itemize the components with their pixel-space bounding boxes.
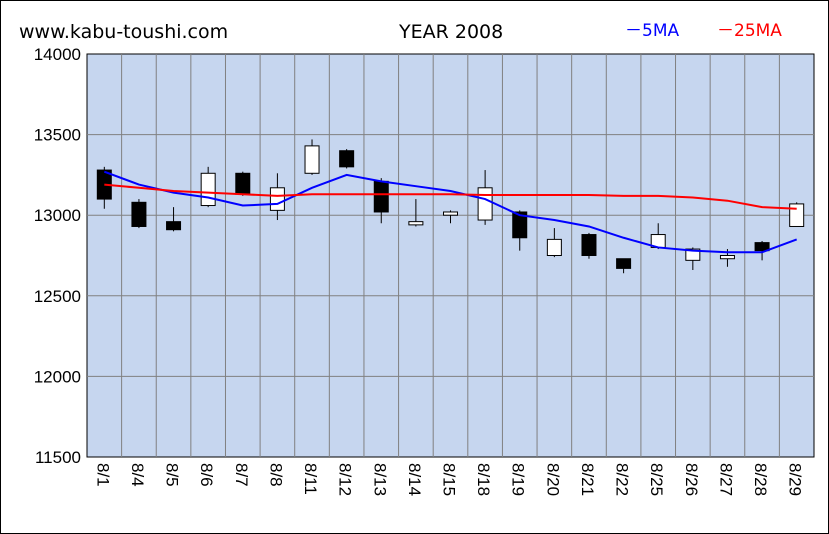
candle-body-down [235, 172, 251, 195]
line-5ma [103, 170, 798, 254]
x-tick-label: 8/22 [613, 463, 632, 496]
site-url: www.kabu-toushi.com [19, 21, 228, 43]
x-tick-label: 8/1 [93, 463, 112, 487]
candle-body-up [789, 203, 805, 227]
chart-title: YEAR 2008 [398, 21, 503, 43]
x-tick-label: 8/25 [647, 463, 666, 496]
x-tick-label: 8/26 [682, 463, 701, 496]
x-tick-label: 8/13 [370, 463, 389, 496]
x-tick-label: 8/7 [232, 463, 251, 487]
candle-body-down [581, 234, 597, 257]
x-tick-label: 8/14 [405, 463, 424, 496]
x-tick-label: 8/20 [543, 463, 562, 496]
x-tick-label: 8/4 [128, 463, 147, 487]
candle [304, 139, 320, 175]
candle-body-down [616, 258, 632, 269]
candle-body-up [200, 172, 216, 207]
y-tick-label: 14000 [34, 45, 81, 64]
candle-body-up [443, 211, 458, 216]
candle-body-down [754, 242, 770, 252]
x-tick-label: 8/15 [440, 463, 459, 496]
x-tick-label: 8/21 [578, 463, 597, 496]
y-axis: 14000 13500 13000 12500 12000 11500 [34, 45, 81, 467]
candle-body-down [339, 150, 355, 168]
x-tick-label: 8/29 [786, 463, 805, 496]
candle [581, 232, 597, 259]
x-tick-label: 8/8 [266, 463, 285, 487]
candle [512, 210, 528, 251]
x-tick-label: 8/28 [751, 463, 770, 496]
candle [339, 149, 355, 169]
x-tick-label: 8/12 [336, 463, 355, 496]
candle-body-down [373, 180, 389, 213]
candle-body-down [166, 221, 182, 231]
candle [616, 258, 632, 274]
candle [408, 199, 424, 227]
x-tick-label: 8/11 [301, 463, 320, 495]
candle [200, 166, 216, 208]
gridlines [87, 54, 814, 457]
y-tick-label: 11500 [35, 448, 81, 467]
candle [96, 166, 112, 209]
candle [443, 210, 458, 224]
y-tick-label: 12500 [34, 287, 81, 306]
y-tick-label: 13500 [34, 126, 81, 145]
candle-body-down [131, 201, 147, 227]
candle [131, 199, 147, 229]
candle [166, 207, 182, 232]
candle-body-up [408, 221, 424, 226]
x-tick-label: 8/18 [474, 463, 493, 496]
candle [789, 202, 805, 227]
candle [546, 228, 562, 258]
legend-5ma: －5MA [625, 21, 679, 41]
legend-25ma: －25MA [717, 21, 782, 41]
candle-body-up [719, 255, 735, 260]
candle-body-up [269, 187, 285, 211]
candle-body-down [512, 211, 528, 239]
plot-area [86, 53, 815, 458]
moving-average-lines [103, 170, 798, 254]
x-tick-label: 8/27 [716, 463, 735, 496]
candle-body-up [685, 248, 701, 261]
x-tick-label: 8/5 [163, 463, 182, 487]
x-axis: 8/1 8/4 8/5 8/6 8/7 8/8 8/11 8/12 8/13 8/14 8/15 8/… [93, 463, 804, 496]
candle-body-up [546, 238, 562, 257]
candle-body-up [477, 187, 493, 221]
line-25ma [104, 183, 797, 210]
y-tick-label: 12000 [34, 367, 81, 386]
candle [235, 171, 251, 196]
candle-body-up [304, 145, 320, 174]
x-tick-label: 8/6 [197, 463, 216, 487]
y-tick-label: 13000 [34, 206, 81, 225]
x-tick-label: 8/19 [509, 463, 528, 496]
candle [754, 240, 770, 261]
